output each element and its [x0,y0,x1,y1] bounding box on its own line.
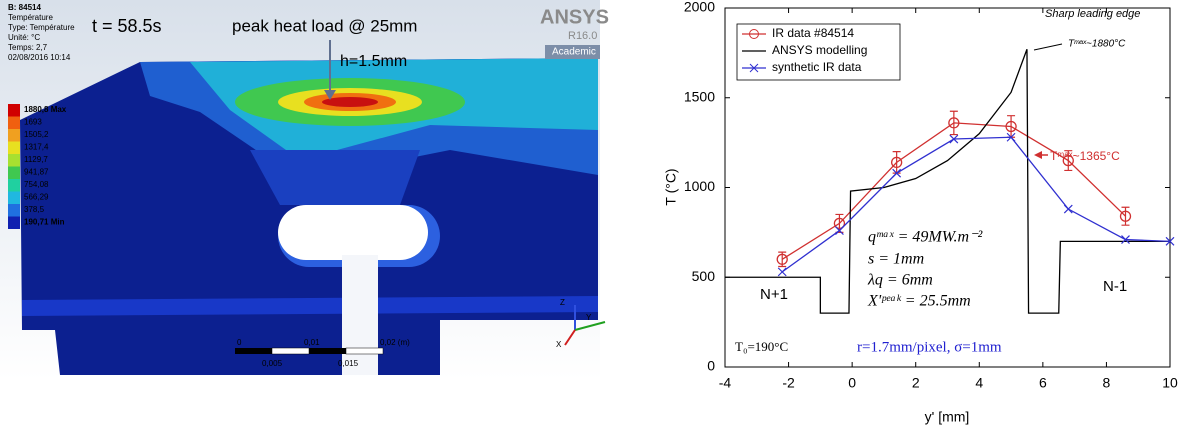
legend-swatch [8,142,20,155]
series-line [725,49,1170,313]
legend-swatch [8,117,20,130]
annotation: T₀=190°C [735,339,788,354]
legend-label: 378,5 [24,205,45,214]
info-text: B: 84514 [8,3,41,12]
height-label: h=1.5mm [340,53,407,70]
annotation: Tᵐᵃˣ~1880°C [1068,39,1126,50]
legend-label: 190,71 Min [24,218,65,227]
page: { "simulation": { "info": ["B: 84514", "… [0,0,1184,433]
version: R16.0 [568,30,597,42]
slot [342,255,378,375]
annotation: s = 1mm [868,251,924,268]
legend-swatch [8,167,20,180]
chart: T (°C) y' [mm] 0 500 1000 1500 2000 -4 -2 0 2 4 6 8… [663,0,1178,425]
scale-label: 0,015 [338,359,359,368]
x-tick-label: 0 [848,375,856,391]
axis-label: Z [560,298,565,307]
data-point [1064,205,1072,213]
legend-label: 1129,7 [24,155,48,164]
annotation-arrow [1034,44,1062,50]
y-tick-label: 500 [692,268,716,284]
time-label: t = 58.5s [92,16,162,36]
legend-swatch [8,129,20,142]
legend-label: 566,29 [24,193,49,202]
axis-label: Y [586,313,592,322]
scale-label: 0 [237,338,242,347]
annotation: Tᵐᵃˣ~1365°C [1050,149,1120,163]
legend-swatch [8,179,20,192]
y-tick-label: 1000 [684,178,715,194]
edition: Academic [552,47,596,58]
legend-swatch [8,217,20,230]
legend-label: 1317,4 [24,143,49,152]
scale-label: 0,005 [262,359,283,368]
legend-swatch [8,154,20,167]
annotation: r=1.7mm/pixel, σ=1mm [857,339,1002,355]
legend-label: synthetic IR data [772,60,862,74]
annotation: N+1 [760,286,788,303]
scale-bar [309,348,346,354]
legend-swatch [8,104,20,117]
info-text: Température [8,13,53,22]
hole [278,205,428,260]
legend-swatch [8,204,20,217]
info-text: Temps: 2,7 [8,43,48,52]
arrow-head [1034,151,1042,159]
annotation: Sharp leading edge [1045,8,1140,20]
legend-label: 754,08 [24,180,49,189]
scale-label: 0,01 [304,338,320,347]
x-tick-label: 4 [975,375,983,391]
x-axis-label: y' [mm] [925,409,970,425]
x-tick-label: 10 [1162,375,1178,391]
info-text: Unité: °C [8,33,40,42]
peak-label: peak heat load @ 25mm [232,16,417,35]
legend-label: 1505,2 [24,130,49,139]
legend-label: 1693 [24,118,42,127]
y-tick-label: 1500 [684,88,715,104]
error-bar [1122,207,1130,225]
scale-bar [235,348,272,354]
x-tick-label: 8 [1103,375,1111,391]
legend-swatch [8,192,20,205]
y-tick-label: 0 [707,358,715,374]
legend-label: IR data #84514 [772,26,854,40]
annotation: X'ᵖᵉᵃᵏ = 25.5mm [867,293,971,310]
annotation: λq = 6mm [867,272,933,289]
legend-label: 941,87 [24,168,49,177]
figure: Z Y X t = 58.5s peak heat load @ 25mm h=… [0,0,1184,433]
simulation-panel: Z Y X t = 58.5s peak heat load @ 25mm h=… [0,0,609,380]
y-axis-label: T (°C) [663,168,679,205]
scale-bar [346,348,383,354]
data-point [778,268,786,276]
scale-label: 0,02 (m) [380,338,410,347]
brand: ANSYS [540,6,609,28]
axis-label: X [556,340,562,349]
x-tick-label: 6 [1039,375,1047,391]
info-text: Type: Température [8,23,75,32]
annotation: N-1 [1103,278,1127,295]
x-tick-label: -4 [719,375,732,391]
legend-label: ANSYS modelling [772,43,867,57]
scale-bar [272,348,309,354]
y-tick-label: 2000 [684,0,715,15]
legend-label: 1880,8 Max [24,105,67,114]
x-tick-label: 2 [912,375,920,391]
info-text: 02/08/2016 10:14 [8,53,71,62]
neck [250,150,420,205]
x-tick-label: -2 [782,375,795,391]
annotation: qᵐᵃˣ = 49MW.m⁻² [868,229,984,246]
